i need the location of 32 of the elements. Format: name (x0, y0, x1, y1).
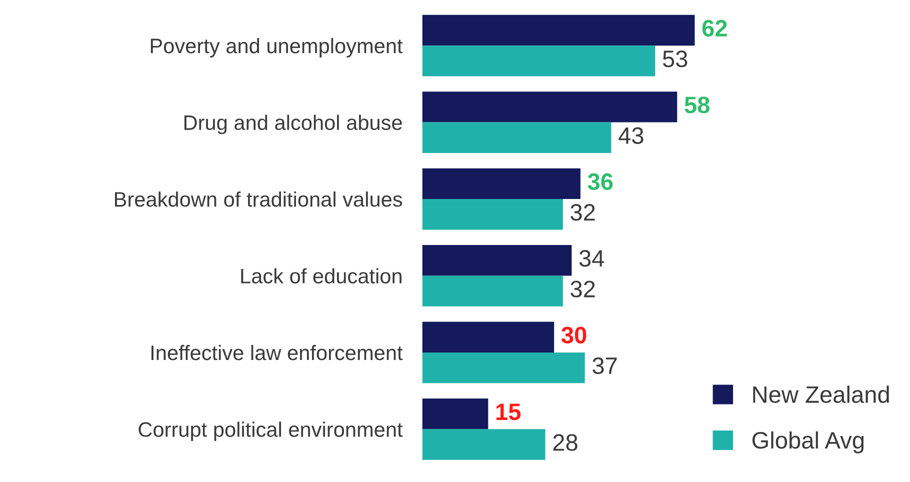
bar (422, 245, 572, 276)
data-label: 36 (588, 173, 613, 190)
y-tick-label: Breakdown of traditional values (115, 191, 402, 207)
bar (422, 429, 546, 460)
legend-label: New Zealand (753, 386, 889, 403)
data-label: 15 (496, 404, 521, 420)
data-label: 32 (570, 280, 595, 298)
bar (422, 352, 585, 384)
bar (422, 322, 554, 352)
bar (422, 398, 488, 430)
bar (422, 92, 678, 122)
data-label: 30 (561, 326, 586, 344)
data-label: 53 (662, 50, 688, 68)
y-tick-label: Corrupt political environment (138, 422, 403, 442)
data-label: 37 (592, 357, 617, 374)
bar (422, 168, 580, 200)
bar (422, 276, 563, 306)
y-tick-label: Lack of education (241, 268, 402, 284)
data-label: 43 (618, 127, 644, 144)
bar (422, 14, 695, 46)
legend-label: Global Avg (752, 431, 864, 454)
bar (422, 46, 656, 76)
y-tick-label: Drug and alcohol abuse (184, 114, 402, 134)
data-label: 62 (702, 20, 727, 37)
y-tick-label: Poverty and unemployment (150, 38, 403, 58)
bar (422, 122, 612, 153)
data-label: 58 (684, 96, 710, 114)
data-label: 34 (579, 250, 604, 267)
y-tick-label: Ineffective law enforcement (152, 344, 403, 360)
data-label: 28 (553, 434, 578, 451)
bar (422, 199, 563, 230)
data-label: 32 (570, 204, 595, 221)
